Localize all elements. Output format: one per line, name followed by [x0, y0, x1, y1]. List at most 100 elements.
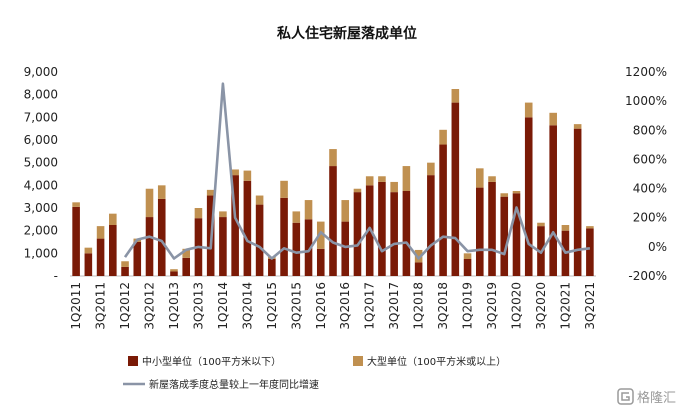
- right-tick-label: 1200%: [625, 65, 667, 79]
- x-tick-label: 1Q2012: [118, 282, 132, 330]
- left-tick-label: 7,000: [24, 110, 58, 124]
- bar-small-units: [451, 102, 460, 276]
- bar-large-units: [353, 188, 362, 193]
- bar-large-units: [255, 195, 264, 205]
- bar-large-units: [427, 162, 435, 176]
- bar-small-units: [341, 221, 350, 276]
- bar-large-units: [329, 149, 337, 167]
- legend-swatch-small: [128, 356, 138, 366]
- bar-small-units: [463, 259, 472, 276]
- bar-large-units: [280, 180, 288, 198]
- x-tick-label: 3Q2020: [534, 282, 548, 330]
- bar-large-units: [206, 189, 215, 196]
- legend-label-small: 中小型单位（100平方米以下）: [142, 355, 281, 368]
- bar-large-units: [549, 112, 557, 126]
- bar-large-units: [292, 211, 301, 223]
- bar-small-units: [353, 192, 362, 276]
- bar-small-units: [304, 219, 313, 276]
- x-tick-label: 1Q2011: [69, 282, 83, 330]
- x-tick-label: 3Q2015: [289, 282, 303, 330]
- bar-large-units: [72, 202, 80, 207]
- bar-large-units: [390, 181, 398, 193]
- bar-small-units: [109, 225, 117, 276]
- right-tick-label: 200%: [633, 211, 667, 225]
- bar-large-units: [243, 170, 252, 181]
- bar-small-units: [268, 259, 276, 276]
- right-tick-label: 800%: [633, 123, 667, 137]
- x-tick-label: 1Q2014: [216, 282, 230, 330]
- bar-large-units: [365, 176, 374, 186]
- bar-small-units: [439, 144, 447, 276]
- bar-large-units: [96, 226, 105, 239]
- bar-small-units: [549, 125, 557, 277]
- bar-large-units: [316, 221, 325, 249]
- bar-large-units: [170, 269, 178, 272]
- bar-large-units: [561, 225, 570, 231]
- bar-small-units: [573, 128, 582, 276]
- bar-large-units: [402, 166, 411, 191]
- bar-large-units: [512, 191, 521, 194]
- left-tick-label: 5,000: [24, 156, 58, 170]
- x-tick-label: 1Q2019: [461, 282, 475, 330]
- x-tick-label: 1Q2021: [558, 282, 572, 330]
- left-tick-label: 9,000: [24, 65, 58, 79]
- bar-large-units: [341, 200, 350, 222]
- bar-small-units: [243, 180, 252, 276]
- bar-large-units: [463, 253, 472, 259]
- bar-large-units: [121, 261, 129, 267]
- bar-small-units: [329, 166, 337, 276]
- chart-title: 私人住宅新屋落成单位: [277, 25, 417, 42]
- bar-small-units: [219, 217, 227, 276]
- gelonghui-logo-icon: [617, 388, 634, 405]
- x-tick-label: 3Q2014: [240, 282, 254, 330]
- bar-small-units: [145, 217, 154, 276]
- bar-large-units: [500, 193, 509, 197]
- bar-small-units: [427, 175, 435, 276]
- bar-small-units: [133, 242, 142, 276]
- bar-small-units: [402, 191, 411, 276]
- bar-large-units: [488, 176, 496, 182]
- x-tick-label: 3Q2021: [583, 282, 597, 330]
- bar-large-units: [451, 89, 460, 103]
- right-tick-label: 1000%: [625, 94, 667, 108]
- bar-small-units: [378, 181, 386, 276]
- bar-large-units: [573, 124, 582, 129]
- legend-label-line: 新屋落成季度总量较上一年度同比增速: [149, 378, 319, 391]
- bar-small-units: [182, 257, 191, 276]
- x-axis: 1Q2011 3Q2011 1Q2012 3Q2012 1Q2013 3Q2013 1Q20…: [69, 275, 597, 330]
- bar-small-units: [500, 196, 509, 276]
- bar-small-units: [414, 262, 423, 276]
- bar-large-units: [182, 248, 191, 258]
- bar-small-units: [121, 266, 129, 276]
- left-tick-label: 8,000: [24, 88, 58, 102]
- bar-large-units: [304, 200, 313, 220]
- bar-series: [72, 89, 594, 277]
- bar-small-units: [475, 187, 484, 276]
- growth-line-series: [123, 82, 591, 260]
- bar-small-units: [255, 204, 264, 276]
- legend-label-large: 大型单位（100平方米或以上）: [367, 355, 506, 368]
- legend-swatch-large: [353, 356, 363, 366]
- bar-large-units: [145, 188, 154, 218]
- bar-large-units: [586, 226, 594, 229]
- bar-small-units: [157, 198, 166, 276]
- bar-small-units: [586, 228, 594, 276]
- bar-small-units: [280, 197, 288, 276]
- x-tick-label: 3Q2019: [485, 282, 499, 330]
- bar-large-units: [475, 168, 484, 188]
- x-tick-label: 3Q2016: [338, 282, 352, 330]
- legend: 中小型单位（100平方米以下） 大型单位（100平方米或以上） 新屋落成季度总量…: [123, 355, 506, 391]
- bar-small-units: [96, 238, 105, 276]
- bar-large-units: [378, 176, 386, 182]
- bar-small-units: [72, 206, 80, 276]
- bar-small-units: [488, 181, 496, 276]
- bar-small-units: [170, 271, 178, 276]
- x-tick-label: 3Q2012: [143, 282, 157, 330]
- right-tick-label: -200%: [628, 269, 667, 283]
- x-tick-label: 1Q2020: [509, 282, 523, 330]
- bar-large-units: [231, 169, 239, 176]
- bar-large-units: [414, 249, 423, 263]
- bar-small-units: [84, 253, 93, 276]
- bar-large-units: [537, 222, 545, 227]
